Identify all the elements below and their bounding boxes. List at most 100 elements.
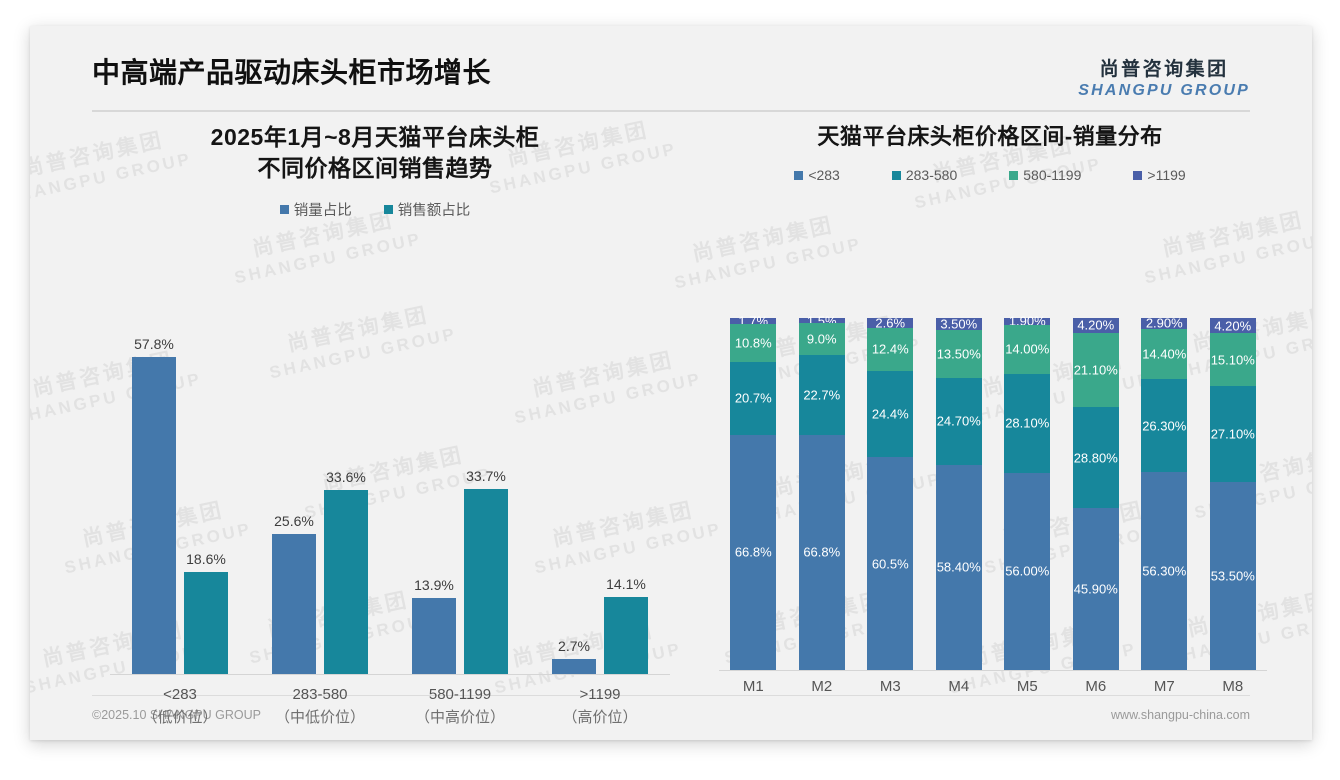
stack-segment[interactable]: 66.8% [730,434,777,670]
stacked-bar-column: 4.20% 15.10% 27.10% 53.50% [1199,318,1268,670]
stack-segment[interactable]: 56.00% [1004,472,1051,670]
stack-segment[interactable]: 24.70% [935,377,982,465]
stack-segment-label: 2.90% [1145,315,1183,331]
stack-segment-label: 53.50% [1210,568,1255,584]
legend-item-580-1199[interactable]: 580-1199 [1009,167,1081,183]
bar-value-label: 33.6% [326,469,366,485]
bar[interactable] [412,598,456,674]
footer-divider [92,695,1250,696]
stack-segment-label: 56.00% [1005,563,1050,579]
legend-swatch-icon [1009,170,1019,180]
stack-segment-label: 28.80% [1073,450,1118,466]
page-title: 中高端产品驱动床头柜市场增长 [92,57,492,88]
stack-segment-label: 24.4% [871,406,909,422]
stack-segment-label: 21.10% [1073,362,1118,378]
stack-segment[interactable]: 20.7% [730,362,777,435]
stack-segment[interactable]: 13.50% [935,330,982,378]
stack-segment[interactable]: 15.10% [1209,333,1256,387]
bar[interactable] [324,490,368,674]
footer-website[interactable]: www.shangpu-china.com [1111,708,1250,722]
stack-segment-label: 3.50% [940,316,978,332]
bar[interactable] [184,572,228,674]
stack-segment[interactable]: 24.4% [867,371,914,458]
bar[interactable] [464,489,508,674]
bar[interactable] [132,357,176,674]
bar-value-label: 2.7% [558,638,590,654]
stack-segment-label: 66.8% [734,544,772,560]
stack-segment-label: 4.20% [1077,317,1115,333]
stack-segment[interactable]: 9.0% [798,323,845,355]
stack-segment[interactable]: 28.80% [1072,407,1119,509]
x-axis-label: M2 [811,678,833,695]
stack-segment-label: 27.10% [1210,426,1255,442]
right-chart-plot: 1.7% 10.8% 20.7% 66.8% 1.5% 9.0% 22.7% 66.8% 2.6… [719,313,1268,670]
right-chart-legend: <283 283-580 580-1199 >1199 [705,167,1275,183]
right-chart-panel: 天猫平台床头柜价格区间-销量分布 <283 283-580 580-1199 >119… [705,122,1275,722]
stack-segment[interactable]: 14.40% [1141,328,1188,380]
legend-swatch-icon [383,205,393,215]
stack-segment[interactable]: 45.90% [1072,508,1119,670]
stacked-bar-column: 2.90% 14.40% 26.30% 56.30% [1130,316,1199,670]
left-chart-title-line1: 2025年1月~8月天猫平台床头柜 [210,124,540,150]
x-axis-label: M1 [742,678,764,695]
legend-swatch-icon [1133,170,1143,180]
bar[interactable] [604,597,648,674]
legend-item-283-580[interactable]: 283-580 [891,167,957,183]
bar[interactable] [272,534,316,674]
stacked-bar: 4.20% 15.10% 27.10% 53.50% [1209,318,1256,670]
stack-segment[interactable]: 58.40% [935,464,982,670]
stack-segment[interactable]: 21.10% [1072,332,1119,408]
logo-english-text: SHANGPU GROUP [1078,82,1250,99]
stack-segment[interactable]: 14.00% [1004,324,1051,374]
bar-wrapper: 33.6% [324,334,368,674]
stack-segment[interactable]: 12.4% [867,327,914,372]
stack-segment[interactable]: 66.8% [798,434,845,670]
left-chart-title-line2: 不同价格区间销售趋势 [257,154,493,181]
legend-item-sales-volume[interactable]: 销量占比 [279,199,352,220]
stack-segment[interactable]: 27.10% [1209,386,1256,482]
logo-chinese-text: 尚普咨询集团 [1099,59,1229,80]
stack-segment[interactable]: 22.7% [798,354,845,435]
left-chart-x-labels: <283 （低价位） 283-580 （中低价位） 580-1199 （中高价位） >119… [110,684,670,729]
bar-group: 25.6% 33.6% [250,334,390,674]
stack-segment-label: 58.40% [936,559,981,575]
bar[interactable] [552,659,596,674]
stack-segment[interactable]: 26.30% [1141,379,1188,472]
bar-wrapper: 57.8% [132,334,176,674]
header-divider [92,110,1250,112]
stacked-bar-column: 3.50% 13.50% 24.70% 58.40% [925,317,994,670]
x-axis-label-sub: （中高价位） [414,708,505,726]
stack-segment-label: 4.20% [1214,318,1252,334]
bar-wrapper: 25.6% [272,334,316,674]
stack-segment[interactable]: 4.20% [1209,318,1256,333]
footer-copyright: ©2025.10 SHANGPU GROUP [92,708,261,722]
legend-item-sales-value[interactable]: 销售额占比 [383,199,471,220]
stacked-bar-column: 4.20% 21.10% 28.80% 45.90% [1062,318,1131,670]
legend-swatch-icon [891,170,901,180]
stack-segment[interactable]: 56.30% [1141,471,1188,670]
stacked-bar-column: 1.7% 10.8% 20.7% 66.8% [719,314,788,670]
x-axis-label: 580-1199 （中高价位） [390,684,530,729]
stacked-bar: 3.50% 13.50% 24.70% 58.40% [935,317,982,670]
stack-segment-label: 9.0% [806,331,837,347]
stack-segment[interactable]: 3.50% [935,317,982,332]
bar-wrapper: 2.7% [552,334,596,674]
legend-item-1199[interactable]: >1199 [1133,167,1186,183]
stack-segment[interactable]: 10.8% [730,324,777,363]
stack-segment[interactable]: 53.50% [1209,481,1256,670]
stack-segment[interactable]: 1.90% [1004,314,1051,329]
stack-segment[interactable]: 2.90% [1141,316,1188,331]
left-chart-plot: 57.8% 18.6% 25.6% 33.6% 13.9% 33.7% 2.7% 14.1% [110,334,670,674]
x-axis-label-main: 283-580 [292,686,348,703]
legend-item-283[interactable]: <283 [794,167,840,183]
legend-label: 销售额占比 [397,203,471,220]
x-axis-label: M5 [1016,678,1038,695]
stack-segment[interactable]: 4.20% [1072,318,1119,333]
stack-segment[interactable]: 2.6% [867,315,914,330]
bar-group: 13.9% 33.7% [390,334,530,674]
stack-segment[interactable]: 60.5% [867,457,914,670]
bar-wrapper: 33.7% [464,334,508,674]
stack-segment[interactable]: 28.10% [1004,373,1051,473]
right-chart-x-labels: M1 M2 M3 M4 M5 M6 M7 M8 [719,678,1267,695]
stack-segment-label: 26.30% [1142,418,1187,434]
